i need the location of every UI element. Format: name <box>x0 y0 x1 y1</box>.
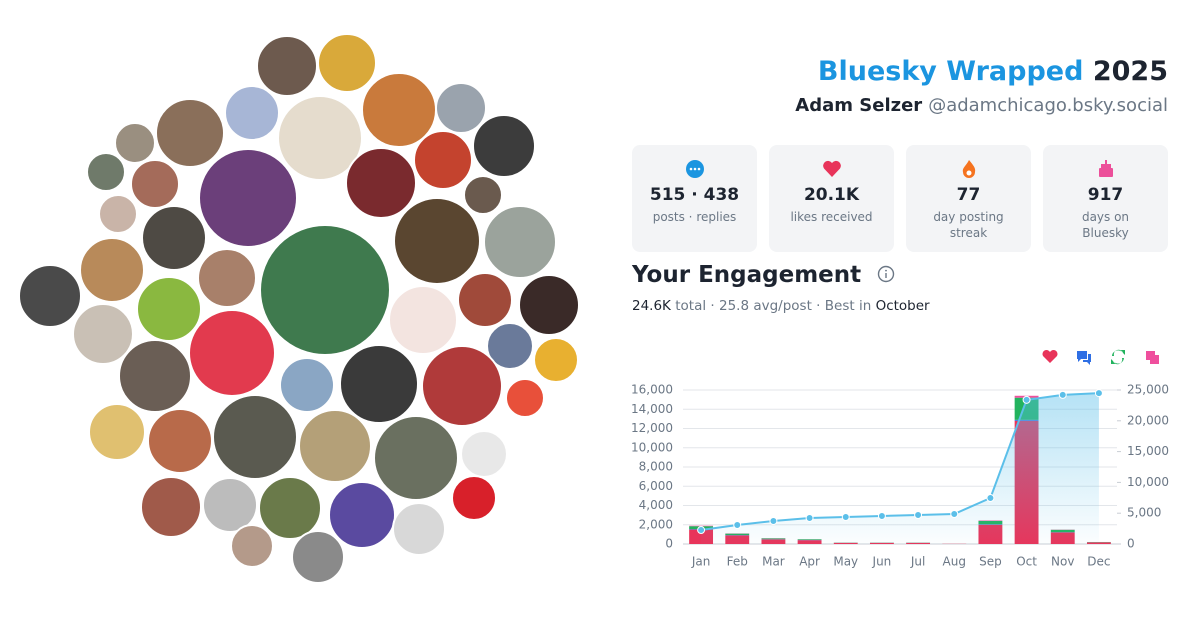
total: 24.6K <box>632 298 671 314</box>
average: 25.8 avg/post <box>718 298 812 314</box>
stat-value: 20.1K <box>803 185 860 205</box>
stat-cards: 515 · 438 posts · replies 20.1K likes re… <box>632 145 1168 252</box>
stat-card: 515 · 438 posts · replies <box>632 145 757 252</box>
app-title: Bluesky Wrapped <box>817 56 1084 87</box>
summary: 24.6K total · 25.8 avg/post · Best in Oc… <box>632 298 930 314</box>
legend-icon[interactable] <box>1111 349 1125 365</box>
x-tick-label: Mar <box>762 555 785 569</box>
y2-tick-label: 15,000 <box>1127 444 1169 458</box>
y-tick-label: 2,000 <box>639 517 673 531</box>
y2-tick-label: 25,000 <box>1127 383 1169 397</box>
stat-card: 20.1K likes received <box>769 145 894 252</box>
stat-card: 77 day posting streak <box>906 145 1031 252</box>
avatars <box>18 33 580 584</box>
x-tick-label: Nov <box>1051 555 1074 569</box>
x-tick-label: Sep <box>979 555 1002 569</box>
line-point <box>877 511 886 520</box>
best-month: October <box>875 298 930 314</box>
title: Bluesky Wrapped 2025 <box>818 56 1168 87</box>
line-point <box>1094 389 1103 398</box>
x-tick-label: Jan <box>691 555 711 569</box>
avatar-cluster <box>18 33 580 584</box>
x-tick-label: Feb <box>727 555 748 569</box>
bar-segment <box>1086 542 1111 544</box>
stat-value: 77 <box>956 185 981 205</box>
x-tick-label: Oct <box>1016 555 1037 569</box>
line-area <box>701 393 1099 544</box>
stat-label: day posting streak <box>933 210 1004 240</box>
y2-tick-label: 20,000 <box>1127 413 1169 427</box>
x-tick-label: Dec <box>1087 555 1110 569</box>
line-point <box>914 510 923 519</box>
x-tick-label: Apr <box>799 555 820 569</box>
icon <box>962 160 975 178</box>
stat-label: days on Bluesky <box>1081 210 1130 240</box>
stat-label: posts · replies <box>652 210 737 224</box>
line-point <box>841 513 850 522</box>
line-point <box>1022 395 1031 404</box>
handle: @adamchicago.bsky.social <box>928 95 1168 116</box>
stat-label: likes received <box>790 210 873 224</box>
line-point <box>986 493 995 502</box>
section-title: Your Engagement <box>632 262 895 288</box>
line-point <box>1058 390 1067 399</box>
y-tick-label: 16,000 <box>631 383 673 397</box>
total-label: total <box>675 298 707 314</box>
icon <box>822 160 841 177</box>
line <box>700 392 1099 532</box>
icon <box>1098 160 1113 177</box>
separator: · <box>710 298 715 314</box>
stat-card: 917 days on Bluesky <box>1043 145 1168 252</box>
stat-value: 917 <box>1087 185 1124 205</box>
line-point <box>805 514 814 523</box>
line-point <box>769 517 778 526</box>
display-name: Adam Selzer <box>795 95 923 116</box>
y-tick-label: 0 <box>665 537 673 551</box>
x-tick-label: Jul <box>910 555 925 569</box>
line-point <box>697 526 706 535</box>
x-tick-label: Aug <box>943 555 966 569</box>
heading: Your Engagement <box>632 262 862 288</box>
x-tick-label: May <box>833 555 858 569</box>
y-tick-label: 14,000 <box>631 402 673 416</box>
y-tick-label: 10,000 <box>631 440 673 454</box>
best-prefix: Best in <box>824 298 872 314</box>
legend-icon[interactable] <box>1146 351 1159 364</box>
y2-tick-label: 10,000 <box>1127 475 1169 489</box>
legend-icon[interactable] <box>1042 349 1058 363</box>
icon <box>685 160 704 178</box>
stat-value: 515 · 438 <box>649 185 740 205</box>
info-icon[interactable] <box>877 265 895 283</box>
y-tick-label: 8,000 <box>639 460 673 474</box>
profile: Adam Selzer @adamchicago.bsky.social <box>795 95 1168 116</box>
y2-tick-label: 0 <box>1127 537 1135 551</box>
y-tick-label: 6,000 <box>639 479 673 493</box>
year: 2025 <box>1092 56 1168 87</box>
y-tick-label: 4,000 <box>639 498 673 512</box>
line-point <box>950 510 959 519</box>
separator: · <box>816 298 821 314</box>
y-tick-label: 12,000 <box>631 421 673 435</box>
line-point <box>733 521 742 530</box>
legend-icon[interactable] <box>1077 351 1091 365</box>
y2-tick-label: 5,000 <box>1127 506 1161 520</box>
x-tick-label: Jun <box>872 555 892 569</box>
